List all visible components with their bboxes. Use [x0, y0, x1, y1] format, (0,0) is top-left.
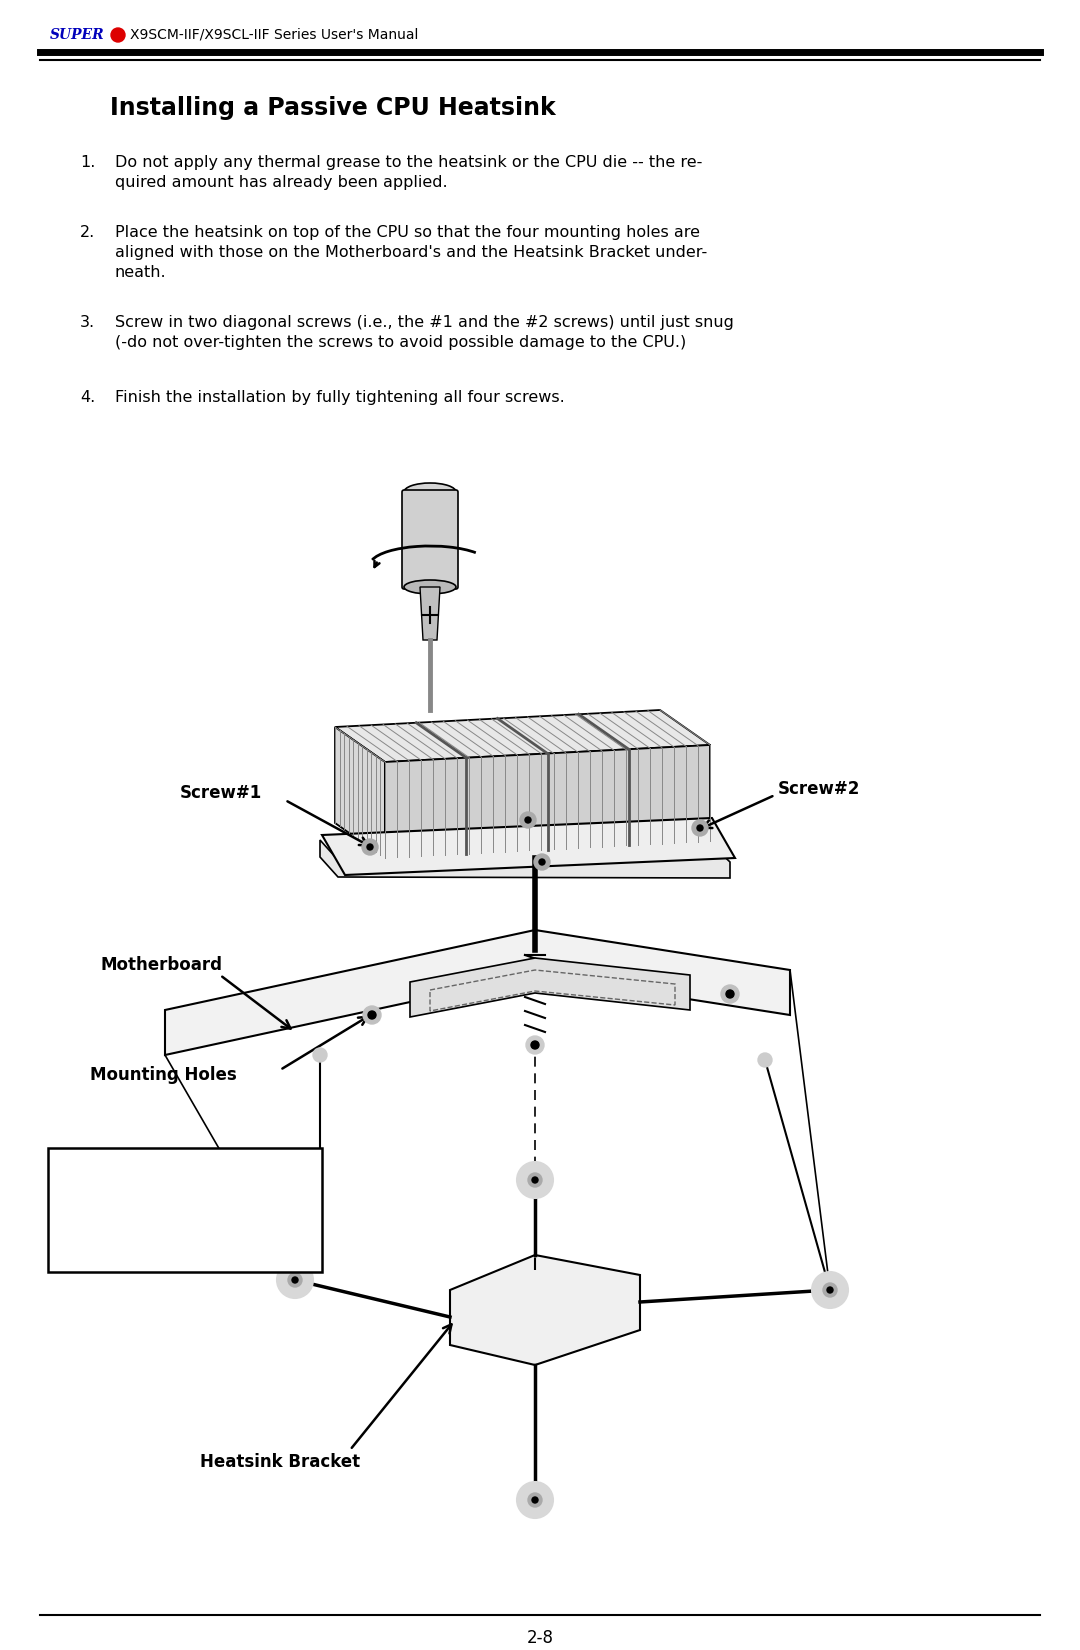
Text: Screw in two diagonal screws (i.e., the #1 and the #2 screws) until just snug: Screw in two diagonal screws (i.e., the …: [114, 315, 734, 330]
Text: neath.: neath.: [114, 266, 166, 281]
Circle shape: [517, 1162, 553, 1198]
Circle shape: [726, 990, 734, 998]
Circle shape: [721, 985, 739, 1003]
Circle shape: [292, 1277, 298, 1284]
Text: quired amount has already been applied.: quired amount has already been applied.: [114, 175, 447, 190]
Text: (-do not over-tighten the screws to avoid possible damage to the CPU.): (-do not over-tighten the screws to avoi…: [114, 335, 686, 350]
Circle shape: [758, 1053, 772, 1068]
Text: 2.: 2.: [80, 224, 95, 239]
Circle shape: [368, 1011, 376, 1020]
Circle shape: [276, 1262, 313, 1299]
Text: 4.: 4.: [80, 389, 95, 404]
Circle shape: [812, 1272, 848, 1308]
Text: Finish the installation by fully tightening all four screws.: Finish the installation by fully tighten…: [114, 389, 565, 404]
Text: Screw#2: Screw#2: [778, 780, 861, 799]
Text: SNK-P0046P heatsink with BKT-: SNK-P0046P heatsink with BKT-: [75, 1214, 296, 1228]
Text: Heatsink Bracket: Heatsink Bracket: [200, 1454, 360, 1472]
Text: Place the heatsink on top of the CPU so that the four mounting holes are: Place the heatsink on top of the CPU so …: [114, 224, 700, 239]
Text: Recommended Supermicro: Recommended Supermicro: [91, 1163, 280, 1176]
Circle shape: [528, 1493, 542, 1506]
Polygon shape: [450, 1256, 640, 1365]
Polygon shape: [384, 746, 710, 858]
Polygon shape: [335, 728, 384, 858]
Circle shape: [517, 1482, 553, 1518]
Circle shape: [313, 1048, 327, 1063]
Polygon shape: [320, 840, 730, 878]
Text: 1.: 1.: [80, 155, 95, 170]
Circle shape: [111, 28, 125, 41]
Polygon shape: [165, 931, 789, 1054]
Polygon shape: [335, 710, 710, 762]
Circle shape: [532, 1176, 538, 1183]
Text: aligned with those on the Motherboard's and the Heatsink Bracket under-: aligned with those on the Motherboard's …: [114, 244, 707, 261]
Text: SUPER: SUPER: [50, 28, 105, 41]
Text: 2-8: 2-8: [527, 1629, 554, 1647]
Circle shape: [531, 1041, 539, 1049]
Circle shape: [519, 812, 536, 828]
Circle shape: [362, 838, 378, 855]
Circle shape: [692, 820, 708, 837]
Circle shape: [526, 1036, 544, 1054]
Circle shape: [697, 825, 703, 832]
Text: X9SCM-IIF/X9SCL-IIF Series User's Manual: X9SCM-IIF/X9SCL-IIF Series User's Manual: [130, 28, 418, 41]
Text: 3.: 3.: [80, 315, 95, 330]
Text: 0028L bottom bracket: 0028L bottom bracket: [107, 1241, 262, 1254]
Text: Mounting Holes: Mounting Holes: [90, 1066, 237, 1084]
Circle shape: [363, 1006, 381, 1025]
Polygon shape: [322, 818, 735, 874]
FancyBboxPatch shape: [402, 490, 458, 589]
Circle shape: [532, 1497, 538, 1503]
FancyBboxPatch shape: [48, 1148, 322, 1272]
Circle shape: [288, 1274, 302, 1287]
Circle shape: [827, 1287, 833, 1294]
Text: Do not apply any thermal grease to the heatsink or the CPU die -- the re-: Do not apply any thermal grease to the h…: [114, 155, 702, 170]
Ellipse shape: [404, 483, 456, 502]
Circle shape: [367, 845, 373, 850]
Circle shape: [525, 817, 531, 823]
Text: heatsink:: heatsink:: [157, 1190, 214, 1201]
Circle shape: [539, 860, 545, 865]
Circle shape: [823, 1284, 837, 1297]
Circle shape: [528, 1173, 542, 1186]
Polygon shape: [410, 959, 690, 1016]
Text: Installing a Passive CPU Heatsink: Installing a Passive CPU Heatsink: [110, 96, 556, 120]
Circle shape: [534, 855, 550, 870]
Ellipse shape: [404, 581, 456, 594]
Text: Screw#1: Screw#1: [180, 784, 262, 802]
Text: Motherboard: Motherboard: [100, 955, 222, 973]
Polygon shape: [420, 587, 440, 640]
